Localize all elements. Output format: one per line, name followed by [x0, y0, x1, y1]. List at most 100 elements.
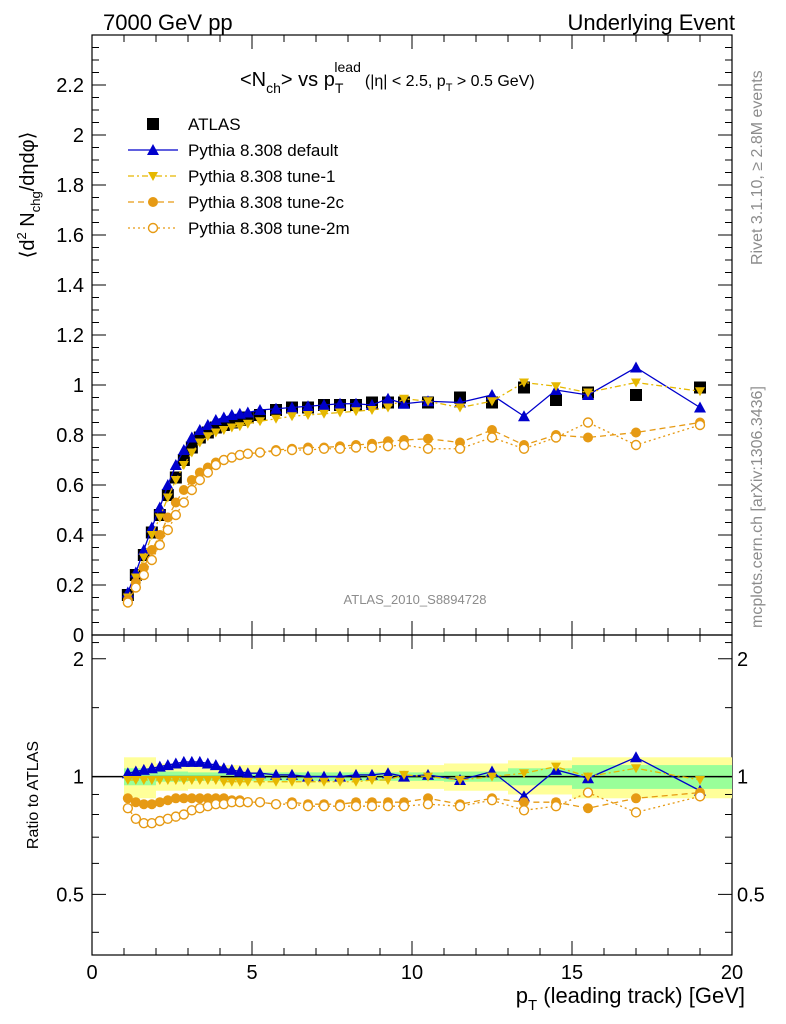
ratio-point-tune2m	[350, 801, 362, 812]
ratio-point-tune2m	[398, 801, 410, 812]
ratio-point-tune1	[242, 777, 253, 787]
y-tick-label: 0.8	[56, 425, 84, 447]
ratio-point-default	[270, 768, 282, 780]
point-tune1	[487, 397, 497, 407]
point-default	[137, 544, 150, 555]
ratio-point-tune1	[122, 775, 133, 785]
ratio-point-tune2m	[422, 798, 434, 810]
ratio-point-tune1	[335, 777, 345, 787]
ratio-point-tune1	[255, 777, 265, 787]
ratio-point-tune2c	[631, 793, 641, 804]
x-tick-label: 0	[86, 962, 97, 984]
plot-title-pre: <N	[240, 69, 266, 91]
point-tune2m	[350, 442, 362, 453]
point-tune2m	[130, 582, 142, 593]
point-tune1	[255, 417, 265, 427]
point-tune2m	[170, 509, 182, 521]
point-tune1	[551, 382, 561, 392]
point-data	[630, 389, 642, 401]
ratio-point-tune1	[551, 762, 561, 772]
point-default	[518, 410, 530, 422]
ratio-point-default	[209, 759, 222, 771]
point-tune2m	[178, 497, 190, 508]
ratio-point-tune2m	[334, 801, 346, 812]
plot-title-cuts-a: (|η| < 2.5, p	[365, 73, 446, 90]
ratio-point-tune2c	[122, 793, 133, 804]
point-tune2m	[302, 444, 314, 456]
point-tune2c	[178, 485, 189, 495]
ratio-point-default	[217, 762, 230, 774]
legend-label-tune1: Pythia 8.308 tune-1	[188, 167, 335, 186]
ratio-point-tune1	[287, 777, 297, 787]
legend-label-tune2m: Pythia 8.308 tune-2m	[188, 219, 350, 238]
point-default	[286, 401, 298, 413]
legend-marker-tune1	[148, 172, 158, 181]
ratio-point-tune2m	[242, 797, 254, 808]
plot-title-cuts-b: > 0.5 GeV)	[452, 73, 534, 90]
ratio-point-tune1	[178, 775, 189, 785]
y-tick-label: 1.2	[56, 325, 84, 347]
point-default	[153, 501, 166, 513]
ratio-point-tune1	[383, 775, 393, 785]
point-tune1	[383, 403, 393, 413]
ratio-point-default	[193, 755, 206, 767]
ratio-point-tune2c	[178, 793, 189, 804]
ratio-point-tune2m	[382, 801, 394, 812]
series-line-default	[127, 366, 701, 593]
point-tune2m	[146, 554, 158, 566]
ratio-point-tune1	[271, 777, 281, 787]
point-default	[254, 404, 266, 415]
plot-title-sub-ch: ch	[266, 80, 281, 96]
ratio-point-tune1	[487, 772, 497, 782]
legend-marker-tune2c	[148, 197, 158, 207]
y-tick-label: 0.2	[56, 575, 84, 597]
legend-label-data: ATLAS	[188, 115, 241, 134]
ratio-point-tune1	[303, 777, 313, 787]
point-tune2c	[423, 433, 433, 444]
point-default	[302, 400, 314, 412]
ratio-point-tune1	[226, 777, 237, 787]
ratio-y-tick-label: 2	[73, 649, 84, 671]
y-tick-label: 1.4	[56, 275, 84, 297]
point-tune1	[218, 426, 229, 435]
point-tune1	[583, 388, 593, 398]
legend-label-default: Pythia 8.308 default	[188, 141, 339, 160]
point-tune2c	[154, 530, 165, 540]
point-tune2m	[398, 439, 410, 451]
main-series-group	[121, 361, 706, 608]
ratio-point-tune1	[194, 775, 205, 785]
point-tune1	[178, 461, 189, 470]
point-tune1	[303, 411, 313, 420]
series-line-tune2m	[127, 421, 701, 603]
point-default	[694, 401, 706, 413]
ratio-point-tune1	[186, 775, 197, 785]
y-tick-label: 1.8	[56, 175, 84, 197]
ratio-point-tune2c	[170, 793, 181, 804]
point-tune2m	[194, 474, 206, 486]
legend-marker-data	[147, 118, 159, 130]
ratio-y-tick-label: 1	[73, 767, 84, 789]
y-axis-label-main: ⟨d2 Nchg/dηdφ⟩	[14, 132, 43, 259]
y-tick-label: 0.6	[56, 475, 84, 497]
point-tune2c	[138, 562, 149, 573]
ratio-point-tune2c	[186, 793, 197, 804]
point-tune1	[423, 397, 433, 407]
ratio-point-tune1	[319, 777, 329, 787]
point-default	[334, 397, 346, 409]
ratio-point-tune1	[146, 775, 157, 785]
y-tick-label: 2.2	[56, 75, 84, 97]
ratio-series-group	[121, 751, 706, 829]
y-tick-label: 1.6	[56, 225, 84, 247]
ratio-point-default	[177, 755, 190, 767]
ratio-point-tune2m	[454, 801, 466, 812]
point-tune1	[287, 412, 297, 422]
point-tune2c	[194, 467, 205, 478]
ratio-point-default	[233, 765, 246, 777]
ratio-point-tune2m	[130, 813, 142, 824]
point-tune2m	[334, 443, 346, 454]
ratio-point-tune2m	[550, 801, 562, 812]
point-tune2m	[486, 432, 498, 443]
point-tune2m	[138, 569, 150, 581]
point-tune1	[351, 407, 361, 417]
ratio-point-tune1	[423, 772, 433, 782]
